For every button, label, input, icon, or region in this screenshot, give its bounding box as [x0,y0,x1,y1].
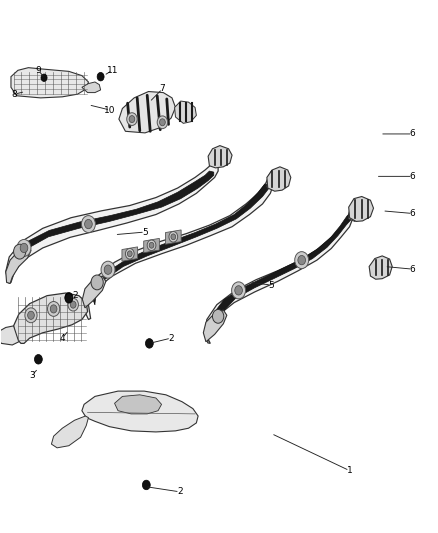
Polygon shape [267,170,280,188]
Text: 4: 4 [60,334,65,343]
Text: 2: 2 [168,334,174,343]
Circle shape [17,239,31,256]
Text: 11: 11 [106,66,118,75]
Circle shape [298,255,306,265]
Polygon shape [14,293,88,343]
Circle shape [50,305,57,313]
Circle shape [65,294,73,303]
Text: 9: 9 [35,66,41,75]
Polygon shape [211,214,352,333]
Polygon shape [166,230,181,244]
Circle shape [147,240,156,251]
Circle shape [232,282,246,299]
Circle shape [104,265,112,274]
Polygon shape [51,416,88,448]
Circle shape [149,243,154,248]
Text: 7: 7 [159,84,165,93]
Text: 5: 5 [142,228,148,237]
Text: 5: 5 [268,280,274,289]
Circle shape [14,244,26,259]
Circle shape [129,116,135,123]
Polygon shape [82,82,101,93]
Circle shape [25,308,37,322]
Circle shape [28,311,34,319]
Circle shape [101,261,115,278]
Polygon shape [92,184,269,305]
Polygon shape [349,197,374,221]
Polygon shape [349,203,362,221]
Polygon shape [175,101,196,123]
Circle shape [171,234,176,240]
Text: 3: 3 [29,370,35,379]
Text: 10: 10 [104,106,116,115]
Polygon shape [205,209,353,343]
Polygon shape [267,167,291,191]
Circle shape [20,243,28,253]
Text: 6: 6 [410,209,416,218]
Circle shape [97,72,104,81]
Polygon shape [122,247,138,261]
Circle shape [68,298,78,311]
Text: 2: 2 [177,487,183,496]
Text: 6: 6 [410,265,416,273]
Polygon shape [115,395,162,414]
Circle shape [142,480,150,490]
Polygon shape [82,391,198,432]
Polygon shape [83,175,273,319]
Polygon shape [6,246,31,284]
Polygon shape [208,146,232,168]
Text: 2: 2 [73,291,78,300]
Circle shape [212,310,224,323]
Text: 1: 1 [347,466,353,475]
Circle shape [295,252,309,269]
Circle shape [127,251,132,257]
Circle shape [157,116,168,128]
Text: 6: 6 [410,172,416,181]
Circle shape [85,220,92,229]
Text: 8: 8 [11,90,18,99]
Polygon shape [119,92,176,133]
Circle shape [65,293,73,302]
Circle shape [91,275,103,290]
Circle shape [169,231,178,242]
Circle shape [127,113,137,125]
Polygon shape [0,326,19,345]
Polygon shape [203,310,227,342]
Polygon shape [144,238,159,253]
Circle shape [145,338,153,348]
Polygon shape [6,160,218,284]
Circle shape [47,302,60,317]
Circle shape [235,286,242,295]
Polygon shape [11,68,88,98]
Circle shape [41,74,47,82]
Circle shape [35,354,42,364]
Circle shape [125,248,134,259]
Circle shape [71,301,76,308]
Polygon shape [82,276,106,308]
Circle shape [81,216,95,232]
Text: 6: 6 [410,130,416,139]
Circle shape [159,119,165,126]
Polygon shape [369,256,392,279]
Polygon shape [14,171,214,268]
